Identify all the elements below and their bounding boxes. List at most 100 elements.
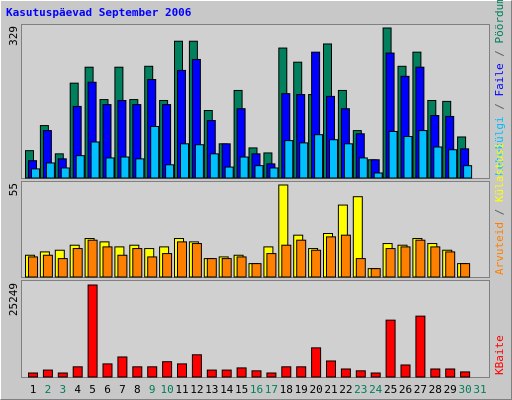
bar <box>236 367 247 378</box>
bar <box>403 136 413 179</box>
bar <box>102 363 113 378</box>
legend-entry: Arvuteid <box>493 222 506 275</box>
x-tick-label: 29 <box>444 383 457 396</box>
bar <box>311 249 322 278</box>
bar <box>326 236 336 278</box>
legend-entry: Faile <box>493 63 506 96</box>
bar <box>400 246 411 278</box>
bar <box>343 143 353 179</box>
bar <box>400 364 411 378</box>
bar <box>87 239 98 278</box>
x-tick-label: 25 <box>384 383 397 396</box>
x-tick-label: 10 <box>160 383 173 396</box>
bar <box>355 370 366 378</box>
bar <box>180 143 189 179</box>
bar <box>266 372 277 378</box>
bar <box>206 369 217 378</box>
x-tick-label: 9 <box>149 383 156 396</box>
x-tick-label: 16 <box>250 383 263 396</box>
bar <box>463 165 473 179</box>
bar <box>120 156 130 179</box>
bar <box>57 372 68 378</box>
x-tick-label: 4 <box>74 383 81 396</box>
bar <box>194 144 204 179</box>
bar <box>75 155 85 179</box>
bar <box>296 239 307 278</box>
x-tick-label: 15 <box>235 383 248 396</box>
bar <box>236 256 247 278</box>
bar <box>254 165 264 179</box>
x-tick-label: 28 <box>429 383 442 396</box>
bar <box>135 158 145 179</box>
bar <box>42 254 53 278</box>
bar <box>177 241 187 278</box>
bar <box>90 141 100 179</box>
bar <box>370 372 381 378</box>
x-tick-label: 7 <box>119 383 126 396</box>
bar <box>221 258 232 278</box>
bar <box>373 172 383 179</box>
x-tick-label: 21 <box>324 383 337 396</box>
x-tick-label: 13 <box>205 383 218 396</box>
bar <box>87 284 98 378</box>
bar <box>311 347 322 378</box>
bar <box>445 251 456 278</box>
legend-entry: Pöördumisi <box>493 0 506 44</box>
bar <box>418 130 428 179</box>
y-max-label: 25249 <box>7 283 20 316</box>
x-tick-label: 5 <box>89 383 96 396</box>
bar <box>251 263 262 278</box>
y-max-label: 329 <box>7 26 20 46</box>
x-tick-label: 23 <box>354 383 367 396</box>
bar <box>296 366 307 378</box>
bar <box>60 167 70 179</box>
x-tick-label: 8 <box>134 383 141 396</box>
bar <box>221 369 232 378</box>
bar <box>28 372 38 378</box>
x-tick-label: 6 <box>104 383 111 396</box>
x-tick-label: 19 <box>295 383 308 396</box>
x-tick-label: 27 <box>414 383 427 396</box>
legend: Arvuteid / Külastusi <box>493 143 506 275</box>
bar <box>147 256 158 278</box>
bar <box>177 363 187 378</box>
bar <box>162 253 173 278</box>
x-tick-label: 18 <box>280 383 293 396</box>
bar <box>448 149 458 179</box>
bar <box>224 166 234 179</box>
bar <box>326 360 336 378</box>
bar <box>284 140 294 179</box>
legend: KBaite <box>493 335 506 375</box>
bar <box>45 162 55 179</box>
x-tick-label: 12 <box>190 383 203 396</box>
bar <box>388 130 398 179</box>
y-max-label: 55 <box>7 183 20 196</box>
bar <box>162 361 173 378</box>
x-tick-label: 30 <box>458 383 471 396</box>
bar <box>433 146 443 179</box>
bar <box>329 139 338 179</box>
bar <box>251 370 262 378</box>
bar <box>42 369 53 378</box>
legend-entry: KBaite <box>493 335 506 375</box>
bar <box>445 368 456 378</box>
legend-separator: / <box>493 97 506 117</box>
legend-separator: / <box>493 202 506 222</box>
bar <box>72 248 83 278</box>
x-tick-label: 22 <box>339 383 352 396</box>
bar <box>281 244 292 278</box>
bar <box>281 366 292 378</box>
bar <box>299 142 309 179</box>
x-tick-label: 17 <box>265 383 278 396</box>
legend: Lehekülgi / Faile / Pöördumisi <box>493 0 506 176</box>
bar <box>31 168 40 179</box>
bar <box>355 258 366 278</box>
panel <box>21 280 490 378</box>
bar <box>358 157 368 179</box>
x-tick-label: 11 <box>175 383 188 396</box>
bar <box>415 315 426 378</box>
bar <box>165 164 175 179</box>
bar <box>239 156 249 179</box>
